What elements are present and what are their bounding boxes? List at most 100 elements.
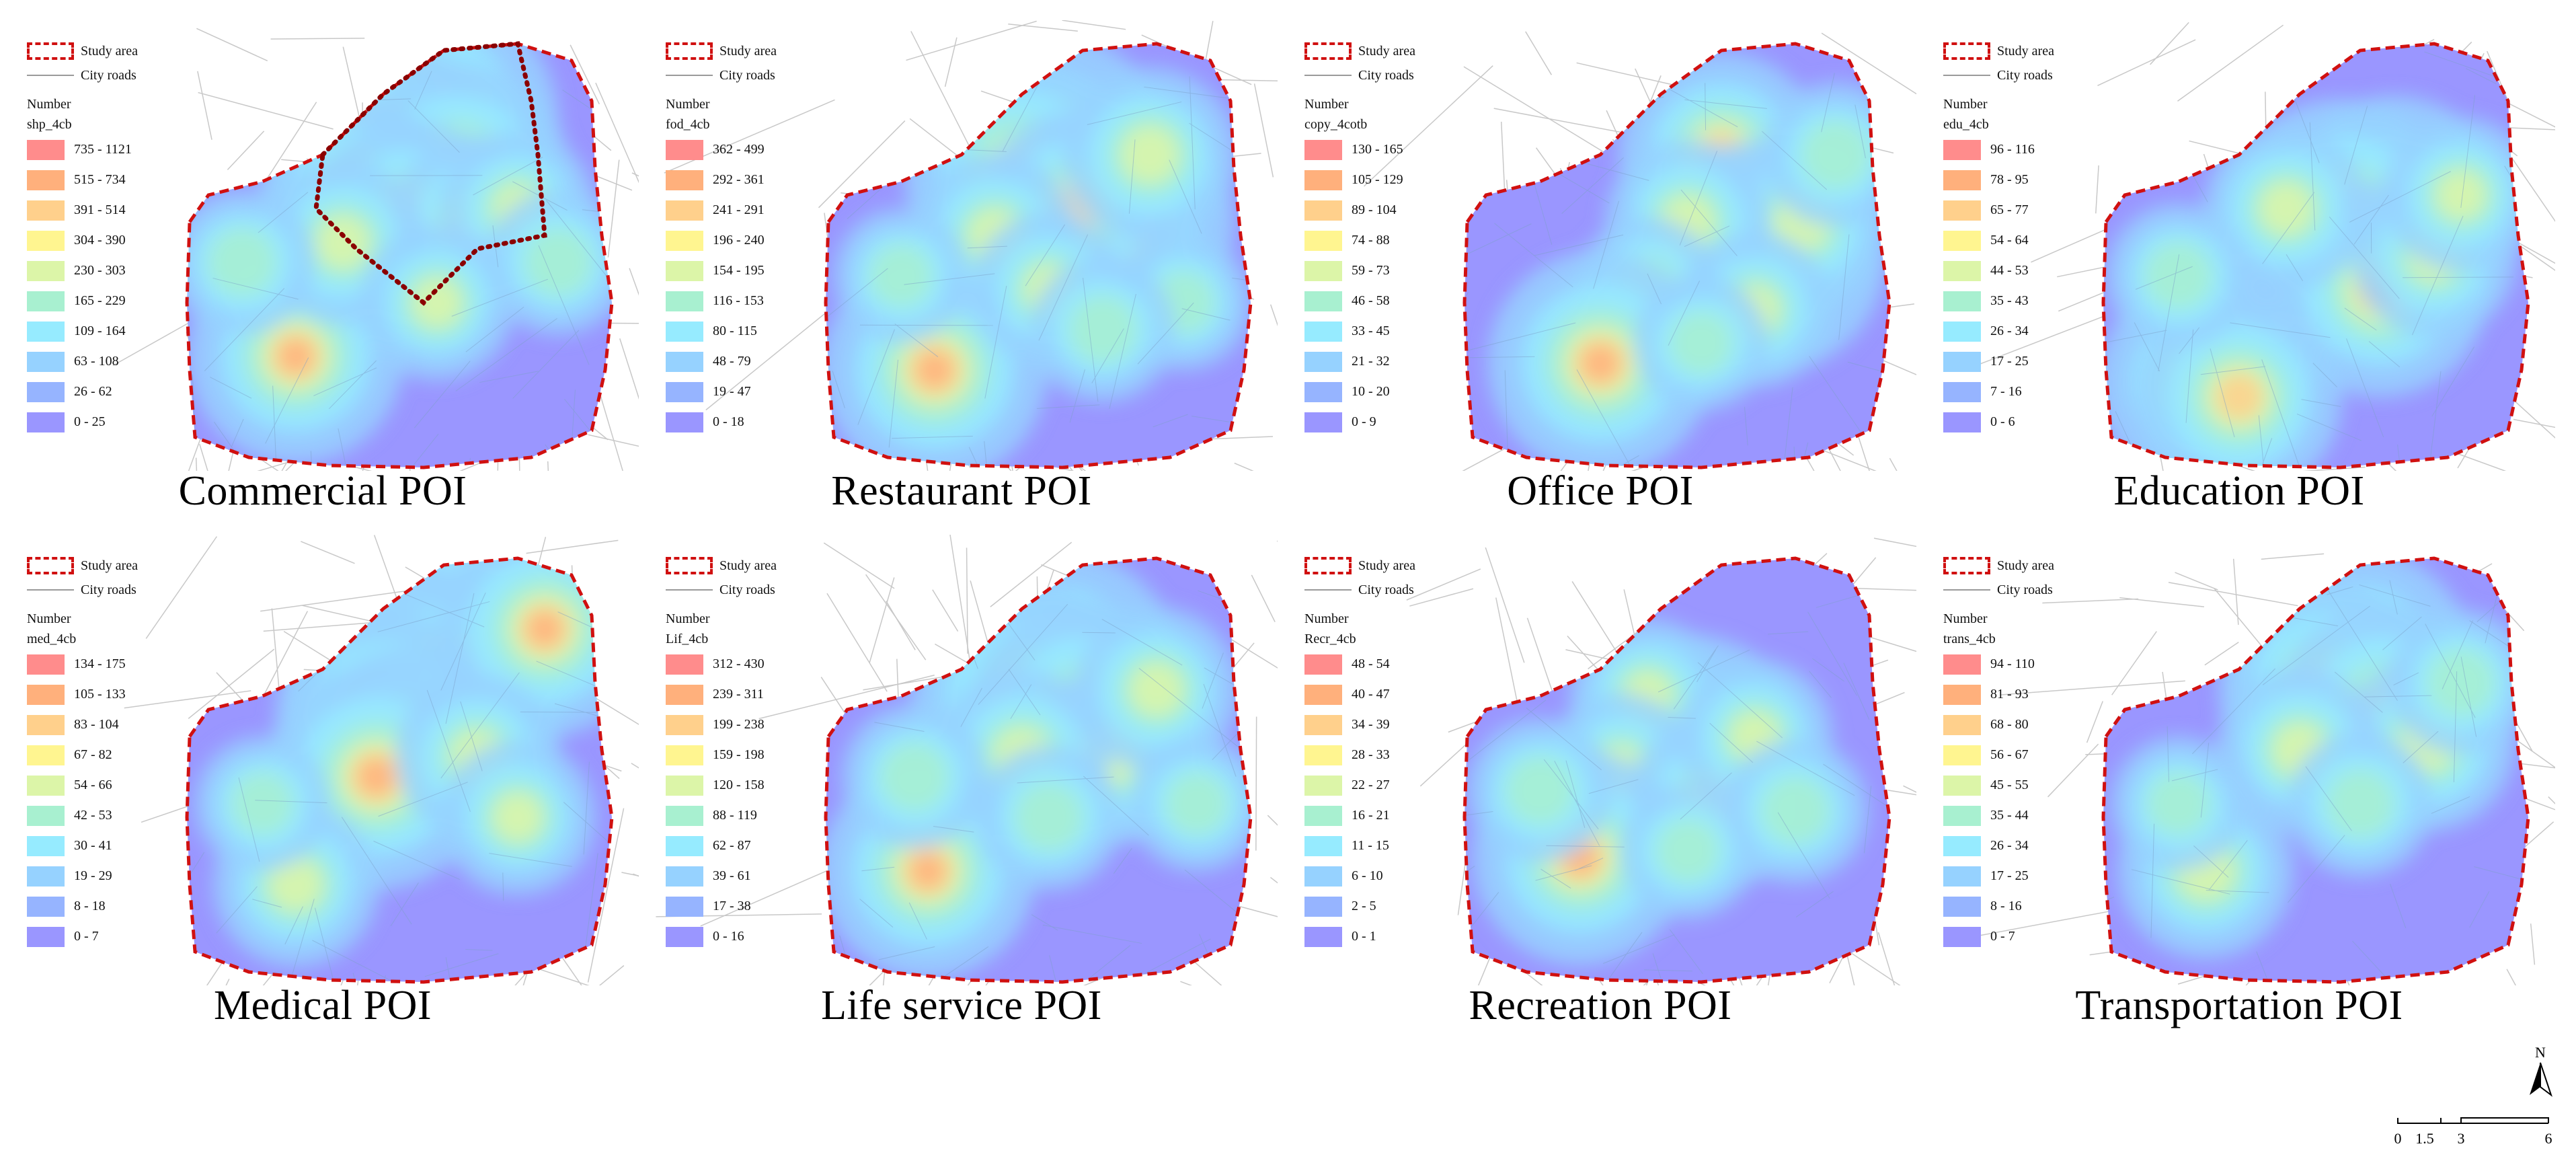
legend-class-label: 74 - 88 bbox=[1352, 233, 1390, 248]
study-area-swatch bbox=[1304, 42, 1352, 60]
legend-color-swatch bbox=[27, 200, 65, 221]
legend-class-label: 48 - 54 bbox=[1352, 656, 1390, 671]
legend-class-label: 35 - 43 bbox=[1990, 293, 2029, 308]
legend-class-row: 19 - 29 bbox=[27, 861, 182, 891]
legend-class-label: 62 - 87 bbox=[713, 838, 751, 853]
city-roads-swatch bbox=[27, 589, 74, 591]
legend-number-heading: Number bbox=[27, 97, 71, 112]
panel-title: Life service POI bbox=[821, 983, 1102, 1028]
legend-class-row: 134 - 175 bbox=[27, 649, 182, 679]
legend-class-row: 88 - 119 bbox=[666, 800, 820, 831]
legend-class-label: 239 - 311 bbox=[713, 687, 764, 702]
legend-class-label: 59 - 73 bbox=[1352, 263, 1390, 278]
legend-color-swatch bbox=[1943, 835, 1981, 856]
legend-class-label: 80 - 115 bbox=[713, 324, 757, 338]
legend-class-row: 83 - 104 bbox=[27, 710, 182, 740]
legend-color-swatch bbox=[1943, 260, 1981, 281]
legend-class-label: 391 - 514 bbox=[74, 202, 126, 217]
legend-color-swatch bbox=[1943, 412, 1981, 432]
legend-class-label: 33 - 45 bbox=[1352, 324, 1390, 338]
city-roads-label: City roads bbox=[81, 67, 136, 83]
legend-class-label: 88 - 119 bbox=[713, 808, 757, 823]
legend-class-row: 40 - 47 bbox=[1304, 679, 1459, 710]
map-legend: Study area City roads Number edu_4cb 96 - 11… bbox=[1943, 39, 2098, 437]
map-panel: Study area City roads Number trans_4cb 94 - … bbox=[1923, 515, 2555, 1032]
study-area-swatch bbox=[666, 557, 713, 574]
legend-class-row: 116 - 153 bbox=[666, 286, 820, 316]
legend-color-swatch bbox=[27, 775, 65, 796]
legend-class-row: 28 - 33 bbox=[1304, 740, 1459, 770]
legend-class-row: 80 - 115 bbox=[666, 316, 820, 346]
legend-class-label: 105 - 133 bbox=[74, 687, 126, 702]
legend-class-row: 0 - 18 bbox=[666, 407, 820, 437]
legend-color-swatch bbox=[666, 381, 703, 402]
legend-class-row: 68 - 80 bbox=[1943, 710, 2098, 740]
legend-color-swatch bbox=[1304, 381, 1342, 402]
legend-class-row: 105 - 133 bbox=[27, 679, 182, 710]
legend-class-label: 35 - 44 bbox=[1990, 808, 2029, 823]
legend-class-label: 241 - 291 bbox=[713, 202, 765, 217]
legend-class-label: 0 - 16 bbox=[713, 929, 744, 944]
legend-class-label: 292 - 361 bbox=[713, 172, 765, 187]
legend-class-row: 22 - 27 bbox=[1304, 770, 1459, 800]
legend-class-row: 63 - 108 bbox=[27, 346, 182, 377]
legend-class-label: 21 - 32 bbox=[1352, 354, 1390, 369]
map-legend: Study area City roads Number trans_4cb 94 - … bbox=[1943, 554, 2098, 952]
legend-class-label: 154 - 195 bbox=[713, 263, 765, 278]
city-roads-label: City roads bbox=[1997, 67, 2053, 83]
legend-color-swatch bbox=[1943, 684, 1981, 705]
legend-color-swatch bbox=[27, 866, 65, 887]
legend-class-label: 2 - 5 bbox=[1352, 899, 1376, 913]
north-label: N bbox=[2535, 1044, 2546, 1061]
legend-color-swatch bbox=[1304, 866, 1342, 887]
scale-bar: 0 1.5 3 6 bbox=[2394, 1117, 2552, 1147]
legend-class-row: 30 - 41 bbox=[27, 831, 182, 861]
city-roads-swatch bbox=[666, 589, 713, 591]
legend-color-swatch bbox=[27, 805, 65, 826]
scale-tick-3: 6 bbox=[2545, 1130, 2552, 1147]
legend-class-label: 16 - 21 bbox=[1352, 808, 1390, 823]
legend-color-swatch bbox=[666, 321, 703, 342]
legend-class-label: 26 - 34 bbox=[1990, 324, 2029, 338]
legend-class-label: 8 - 16 bbox=[1990, 899, 2022, 913]
legend-color-swatch bbox=[1304, 896, 1342, 917]
legend-class-row: 62 - 87 bbox=[666, 831, 820, 861]
legend-class-row: 362 - 499 bbox=[666, 135, 820, 165]
legend-class-label: 0 - 7 bbox=[74, 929, 99, 944]
legend-field-name: shp_4cb bbox=[27, 117, 72, 132]
legend-class-label: 22 - 27 bbox=[1352, 778, 1390, 792]
legend-class-row: 45 - 55 bbox=[1943, 770, 2098, 800]
north-arrow-right-icon bbox=[2540, 1062, 2552, 1097]
density-surface bbox=[1465, 44, 1889, 467]
legend-class-row: 6 - 10 bbox=[1304, 861, 1459, 891]
panel-title: Education POI bbox=[2113, 468, 2365, 514]
legend-class-label: 17 - 25 bbox=[1990, 868, 2029, 883]
legend-class-row: 105 - 129 bbox=[1304, 165, 1459, 195]
legend-color-swatch bbox=[1304, 260, 1342, 281]
legend-class-row: 96 - 116 bbox=[1943, 135, 2098, 165]
legend-number-heading: Number bbox=[666, 611, 710, 626]
legend-color-swatch bbox=[1943, 926, 1981, 947]
legend-color-swatch bbox=[1304, 714, 1342, 735]
legend-number-heading: Number bbox=[666, 97, 710, 112]
legend-color-swatch bbox=[666, 926, 703, 947]
legend-color-swatch bbox=[1943, 745, 1981, 765]
legend-color-swatch bbox=[1943, 381, 1981, 402]
legend-class-label: 83 - 104 bbox=[74, 717, 119, 732]
density-surface bbox=[1465, 558, 1889, 982]
legend-class-row: 159 - 198 bbox=[666, 740, 820, 770]
legend-class-row: 35 - 44 bbox=[1943, 800, 2098, 831]
legend-number-heading: Number bbox=[1943, 97, 1988, 112]
kernel-density-map bbox=[1284, 535, 1916, 985]
legend-class-label: 0 - 6 bbox=[1990, 414, 2015, 429]
legend-color-swatch bbox=[1304, 169, 1342, 190]
legend-class-row: 74 - 88 bbox=[1304, 225, 1459, 256]
legend-class-row: 17 - 25 bbox=[1943, 861, 2098, 891]
city-roads-swatch bbox=[27, 75, 74, 76]
legend-color-swatch bbox=[666, 866, 703, 887]
legend-class-row: 17 - 38 bbox=[666, 891, 820, 921]
legend-class-label: 26 - 62 bbox=[74, 384, 112, 399]
legend-class-row: 165 - 229 bbox=[27, 286, 182, 316]
legend-color-swatch bbox=[1304, 835, 1342, 856]
legend-class-label: 56 - 67 bbox=[1990, 747, 2029, 762]
